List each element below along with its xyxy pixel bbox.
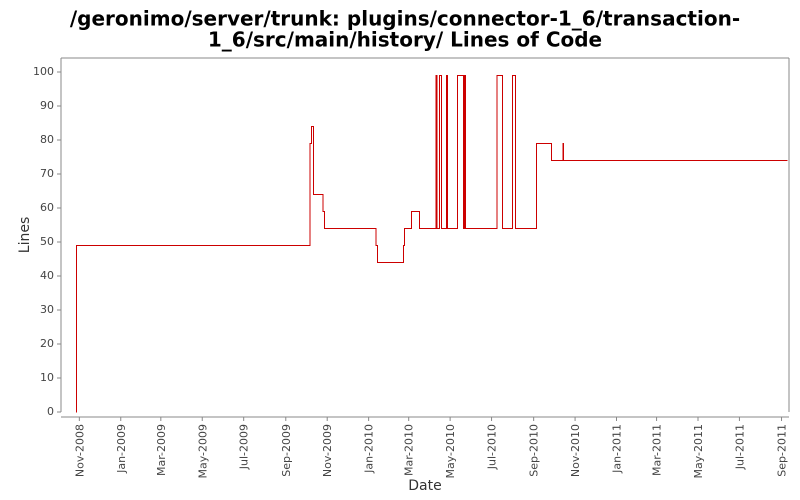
y-tick-label: 40 bbox=[40, 269, 54, 282]
x-tick-label: Mar-2009 bbox=[155, 424, 168, 476]
y-tick-label: 70 bbox=[40, 167, 54, 180]
y-tick-label: 90 bbox=[40, 99, 54, 112]
x-tick-label: Mar-2011 bbox=[651, 424, 664, 476]
y-tick-label: 30 bbox=[40, 303, 54, 316]
x-tick-label: Jan-2011 bbox=[611, 424, 624, 474]
y-tick-label: 100 bbox=[33, 65, 54, 78]
x-axis: Nov-2008 Jan-2009 Mar-2009 May-2009 Jul-2009… bbox=[61, 416, 789, 479]
x-tick-label: Jan-2010 bbox=[363, 424, 376, 474]
series-layer bbox=[75, 74, 788, 413]
x-tick-label: May-2011 bbox=[692, 424, 705, 479]
x-tick-label: May-2010 bbox=[444, 424, 457, 479]
x-tick-label: Jul-2011 bbox=[733, 424, 746, 470]
x-tick-label: Jul-2010 bbox=[486, 424, 499, 470]
x-tick-label: Jul-2009 bbox=[238, 424, 251, 470]
x-tick-label: May-2009 bbox=[196, 424, 209, 479]
y-tick-label: 80 bbox=[40, 133, 54, 146]
y-tick-label: 50 bbox=[40, 235, 54, 248]
y-axis: 0 10 20 30 40 50 60 70 80 90 100 bbox=[33, 58, 62, 418]
chart-title-line-1: /geronimo/server/trunk: plugins/connecto… bbox=[70, 7, 740, 31]
y-tick-label: 20 bbox=[40, 337, 54, 350]
x-tick-label: Nov-2010 bbox=[569, 424, 582, 477]
chart-title-line-2: 1_6/src/main/history/ Lines of Code bbox=[208, 28, 602, 52]
y-axis-label: Lines bbox=[17, 217, 33, 253]
y-tick-label: 0 bbox=[47, 405, 54, 418]
y-tick-label: 10 bbox=[40, 371, 54, 384]
series-line bbox=[75, 74, 788, 413]
x-tick-label: Mar-2010 bbox=[403, 424, 416, 476]
x-tick-label: Jan-2009 bbox=[115, 424, 128, 474]
x-tick-label: Nov-2009 bbox=[321, 424, 334, 477]
x-tick-label: Sep-2009 bbox=[280, 424, 293, 477]
x-tick-label: Nov-2008 bbox=[73, 424, 86, 477]
y-tick-label: 60 bbox=[40, 201, 54, 214]
x-axis-label: Date bbox=[408, 478, 441, 494]
x-tick-label: Sep-2011 bbox=[776, 424, 789, 477]
x-tick-label: Sep-2010 bbox=[528, 424, 541, 477]
